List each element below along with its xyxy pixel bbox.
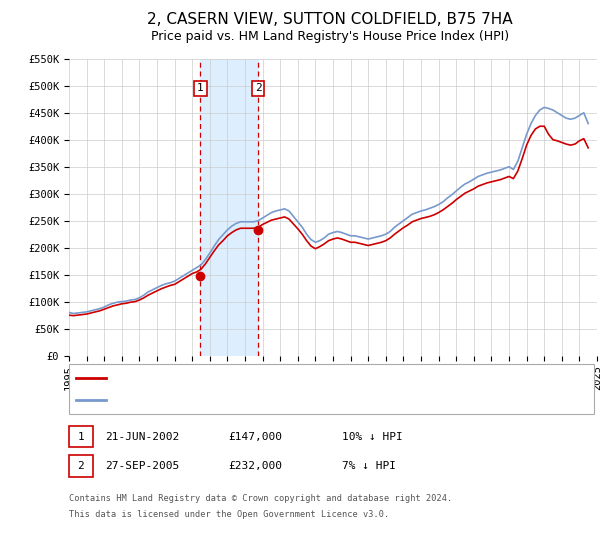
Text: This data is licensed under the Open Government Licence v3.0.: This data is licensed under the Open Gov… [69,510,389,519]
Text: 2, CASERN VIEW, SUTTON COLDFIELD, B75 7HA: 2, CASERN VIEW, SUTTON COLDFIELD, B75 7H… [147,12,513,27]
Text: £147,000: £147,000 [228,432,282,442]
Text: 2: 2 [77,461,85,471]
Bar [200,59,258,356]
Text: 7% ↓ HPI: 7% ↓ HPI [342,461,396,471]
Text: 2, CASERN VIEW, SUTTON COLDFIELD, B75 7HA (detached house): 2, CASERN VIEW, SUTTON COLDFIELD, B75 7H… [112,373,453,383]
Text: 27-SEP-2005: 27-SEP-2005 [105,461,179,471]
Text: HPI: Average price, detached house, Birmingham: HPI: Average price, detached house, Birm… [112,395,382,405]
Text: 2: 2 [254,83,262,94]
Text: Price paid vs. HM Land Registry's House Price Index (HPI): Price paid vs. HM Land Registry's House … [151,30,509,43]
Text: 1: 1 [197,83,204,94]
Text: 10% ↓ HPI: 10% ↓ HPI [342,432,403,442]
Text: £232,000: £232,000 [228,461,282,471]
Text: 21-JUN-2002: 21-JUN-2002 [105,432,179,442]
Text: Contains HM Land Registry data © Crown copyright and database right 2024.: Contains HM Land Registry data © Crown c… [69,494,452,503]
Text: 1: 1 [77,432,85,442]
